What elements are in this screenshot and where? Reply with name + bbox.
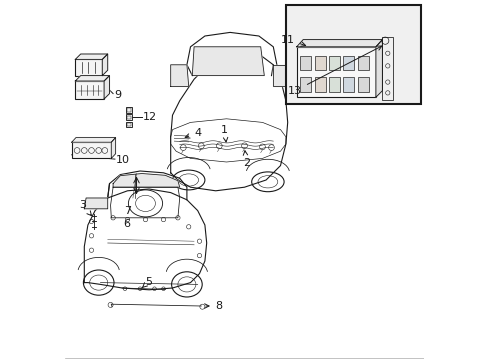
Bar: [125, 107, 132, 113]
Text: 3: 3: [79, 200, 91, 216]
Bar: [357, 77, 368, 92]
Text: 10: 10: [116, 155, 130, 165]
Bar: [296, 47, 375, 97]
Bar: [75, 81, 104, 99]
Bar: [357, 56, 368, 70]
Text: 9: 9: [114, 90, 121, 100]
Polygon shape: [170, 65, 188, 86]
Polygon shape: [375, 40, 382, 97]
Polygon shape: [75, 54, 107, 59]
Text: 7: 7: [124, 206, 131, 216]
Bar: [382, 37, 392, 100]
Bar: [125, 114, 132, 120]
Text: 6: 6: [123, 219, 130, 229]
Bar: [343, 56, 354, 70]
Bar: [300, 56, 310, 70]
Polygon shape: [192, 47, 264, 76]
Polygon shape: [113, 174, 179, 187]
Bar: [75, 59, 102, 76]
Bar: [343, 77, 354, 92]
Bar: [127, 108, 130, 112]
Text: 11: 11: [280, 35, 305, 46]
Polygon shape: [111, 138, 115, 158]
Bar: [328, 56, 339, 70]
Polygon shape: [84, 198, 107, 209]
Bar: [125, 122, 132, 127]
Text: 8: 8: [204, 301, 223, 311]
Bar: [285, 5, 420, 104]
Bar: [314, 77, 325, 92]
Polygon shape: [296, 40, 382, 47]
Polygon shape: [72, 138, 115, 142]
Text: 4: 4: [185, 128, 201, 138]
Text: 1: 1: [221, 125, 228, 142]
Bar: [328, 77, 339, 92]
Text: 13: 13: [287, 46, 381, 96]
Bar: [300, 77, 310, 92]
Text: 5: 5: [142, 276, 152, 287]
Bar: [72, 142, 111, 158]
Text: 12: 12: [142, 112, 157, 122]
Polygon shape: [75, 76, 109, 81]
Text: 2: 2: [242, 151, 249, 168]
Polygon shape: [102, 54, 107, 76]
Bar: [127, 116, 130, 119]
Bar: [127, 123, 130, 126]
Polygon shape: [273, 65, 285, 86]
Bar: [314, 56, 325, 70]
Polygon shape: [104, 76, 109, 99]
